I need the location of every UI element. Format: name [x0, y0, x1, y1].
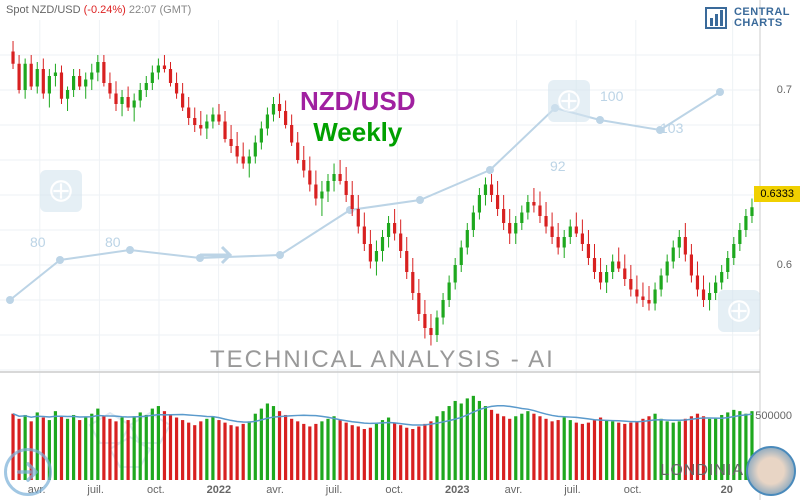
- time-label: 22:07 (GMT): [129, 4, 191, 16]
- title-pair: NZD/USD: [300, 86, 416, 117]
- x-tick-label: avr.: [266, 484, 284, 496]
- watermark-number: 92: [550, 158, 566, 174]
- chart-header: Spot NZD/USD (-0.24%) 22:07 (GMT): [6, 4, 191, 16]
- tech-analysis-label: TECHNICAL ANALYSIS - AI: [210, 346, 555, 374]
- arrow-right-icon: [14, 458, 42, 486]
- watermark-number: 103: [660, 120, 683, 136]
- watermark-number: 100: [600, 88, 623, 104]
- chart-svg: [0, 0, 800, 500]
- x-tick-label: 2023: [445, 484, 469, 496]
- x-tick-label: juil.: [326, 484, 343, 496]
- x-tick-label: oct.: [624, 484, 642, 496]
- watermark-chart-icon: [40, 170, 82, 212]
- logo-text: CENTRAL CHARTS: [734, 7, 790, 29]
- y-tick-label: 0.6: [777, 259, 792, 271]
- x-tick-label: 20: [721, 484, 733, 496]
- nav-arrow-button[interactable]: [4, 448, 52, 496]
- watermark-number: 80: [30, 234, 46, 250]
- title-period: Weekly: [300, 117, 416, 148]
- watermark-number: 80: [105, 234, 121, 250]
- x-tick-label: juil.: [87, 484, 104, 496]
- x-tick-label: 2022: [207, 484, 231, 496]
- x-tick-label: oct.: [385, 484, 403, 496]
- chart-title: NZD/USD Weekly: [300, 86, 416, 148]
- x-tick-label: avr.: [505, 484, 523, 496]
- logo[interactable]: CENTRAL CHARTS: [704, 6, 790, 30]
- avatar-icon[interactable]: [746, 446, 796, 496]
- current-price-badge: 0.6333: [754, 186, 800, 202]
- pair-label: Spot NZD/USD: [6, 4, 81, 16]
- watermark-compass-icon: [548, 80, 590, 122]
- londinia-label: LONDINIA: [660, 462, 744, 480]
- volume-tick-label: 500000: [755, 410, 792, 422]
- watermark-chart2-icon: [718, 290, 760, 332]
- x-tick-label: juil.: [564, 484, 581, 496]
- y-tick-label: 0.7: [777, 84, 792, 96]
- change-label: (-0.24%): [84, 4, 126, 16]
- logo-icon: [704, 6, 728, 30]
- x-tick-label: oct.: [147, 484, 165, 496]
